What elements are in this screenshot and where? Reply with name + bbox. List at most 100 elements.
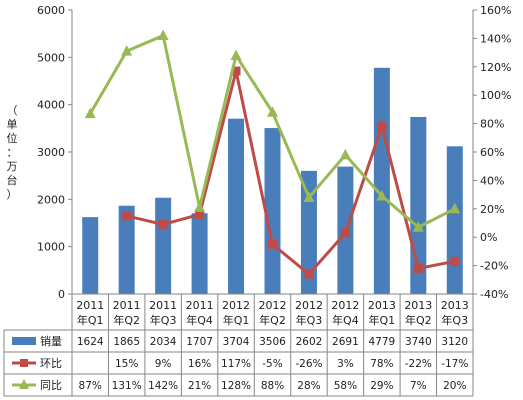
point xyxy=(121,45,133,56)
data-label: 2034 xyxy=(150,336,177,348)
y2-tick-label: 100% xyxy=(480,89,511,102)
y-axis-title-char: 万 xyxy=(7,160,18,173)
y2-tick-label: 0% xyxy=(480,231,497,244)
data-label: 78% xyxy=(370,358,393,370)
x-tick-label-year: 2012 xyxy=(331,299,359,312)
y-tick-label: 3000 xyxy=(37,146,65,159)
point xyxy=(377,121,387,131)
x-tick-label-quarter: 年Q1 xyxy=(77,313,104,327)
y2-tick-label: 40% xyxy=(480,174,504,187)
data-label: 87% xyxy=(79,380,102,392)
point xyxy=(413,263,423,273)
point xyxy=(449,202,461,214)
legend-key-bar xyxy=(12,337,36,345)
x-tick-label-quarter: 年Q1 xyxy=(223,313,250,327)
x-tick-label-year: 2012 xyxy=(259,299,287,312)
data-label: 1707 xyxy=(186,336,213,348)
bar xyxy=(191,213,208,294)
point xyxy=(158,219,168,229)
y-tick-label: 0 xyxy=(58,288,65,301)
data-label: 142% xyxy=(148,380,178,392)
data-label: 3740 xyxy=(405,336,432,348)
legend-label: 同比 xyxy=(40,379,62,392)
point xyxy=(230,49,242,60)
bar xyxy=(264,128,281,294)
data-label: -5% xyxy=(262,358,282,370)
data-label: -17% xyxy=(441,358,468,370)
bar xyxy=(446,146,463,294)
point xyxy=(84,107,96,119)
data-label: 128% xyxy=(221,380,251,392)
data-label: 88% xyxy=(261,380,284,392)
point xyxy=(267,106,278,117)
point xyxy=(376,190,388,201)
y2-tick-label: 140% xyxy=(480,32,511,45)
x-tick-label-year: 2013 xyxy=(441,299,469,312)
data-label: 3704 xyxy=(223,336,250,348)
y-axis-title-char: ） xyxy=(7,188,18,201)
y-axis-title-char: ： xyxy=(7,146,18,159)
point xyxy=(339,148,351,160)
data-label: 3120 xyxy=(441,336,468,348)
line-square-series xyxy=(126,69,456,276)
x-tick-label-quarter: 年Q2 xyxy=(405,313,432,327)
data-label: 117% xyxy=(221,358,251,370)
data-label: 2691 xyxy=(332,336,359,348)
data-label: 3% xyxy=(337,358,354,370)
data-label: 131% xyxy=(112,380,142,392)
data-label: 1865 xyxy=(113,336,140,348)
point xyxy=(231,66,241,76)
legend-key-marker xyxy=(20,359,28,367)
y-axis-title-char: 位 xyxy=(7,131,18,145)
y-axis-title-char: 台 xyxy=(7,173,18,187)
data-label: 20% xyxy=(443,380,466,392)
y-tick-label: 1000 xyxy=(37,241,65,254)
x-tick-label-quarter: 年Q4 xyxy=(186,313,213,327)
bar xyxy=(373,67,390,294)
y-axis-title-char: 单 xyxy=(7,118,18,131)
x-tick-label-quarter: 年Q3 xyxy=(441,313,468,327)
x-tick-label-year: 2011 xyxy=(76,299,104,312)
x-tick-label-year: 2011 xyxy=(113,299,141,312)
point xyxy=(340,228,350,238)
point xyxy=(194,201,206,212)
data-label: 28% xyxy=(297,380,320,392)
data-label: -22% xyxy=(405,358,432,370)
point xyxy=(304,269,314,279)
data-label: 7% xyxy=(410,380,427,392)
x-tick-label-quarter: 年Q4 xyxy=(332,313,359,327)
y2-tick-label: 120% xyxy=(480,61,511,74)
y2-tick-label: 60% xyxy=(480,146,504,159)
y-tick-label: 5000 xyxy=(37,51,65,64)
data-label: 21% xyxy=(188,380,211,392)
x-tick-label-quarter: 年Q3 xyxy=(296,313,323,327)
data-label: -26% xyxy=(295,358,322,370)
x-tick-label-year: 2013 xyxy=(404,299,432,312)
data-label: 29% xyxy=(370,380,393,392)
point xyxy=(268,239,277,249)
y2-tick-label: 160% xyxy=(480,4,511,17)
legend-label: 环比 xyxy=(40,357,62,370)
data-label: 1624 xyxy=(77,336,104,348)
data-label: 16% xyxy=(188,358,211,370)
x-tick-label-quarter: 年Q1 xyxy=(369,313,396,327)
point xyxy=(450,256,460,266)
y-tick-label: 2000 xyxy=(37,193,65,206)
x-tick-label-quarter: 年Q2 xyxy=(259,313,286,327)
bar xyxy=(118,205,135,294)
bar xyxy=(82,217,99,294)
x-tick-label-year: 2012 xyxy=(295,299,323,312)
x-tick-label-quarter: 年Q3 xyxy=(150,313,177,327)
x-tick-label-year: 2013 xyxy=(368,299,396,312)
y-axis-title-char: （ xyxy=(7,104,18,117)
data-label: 58% xyxy=(334,380,357,392)
data-label: 3506 xyxy=(259,336,286,348)
data-label: 9% xyxy=(155,358,172,370)
x-tick-label-year: 2011 xyxy=(149,299,177,312)
point xyxy=(157,29,169,41)
point xyxy=(122,211,132,221)
x-tick-label-quarter: 年Q2 xyxy=(113,313,140,327)
data-label: 2602 xyxy=(296,336,323,348)
y-tick-label: 6000 xyxy=(37,4,65,17)
